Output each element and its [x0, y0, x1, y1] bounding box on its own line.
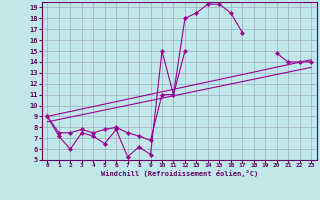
X-axis label: Windchill (Refroidissement éolien,°C): Windchill (Refroidissement éolien,°C) [100, 170, 258, 177]
